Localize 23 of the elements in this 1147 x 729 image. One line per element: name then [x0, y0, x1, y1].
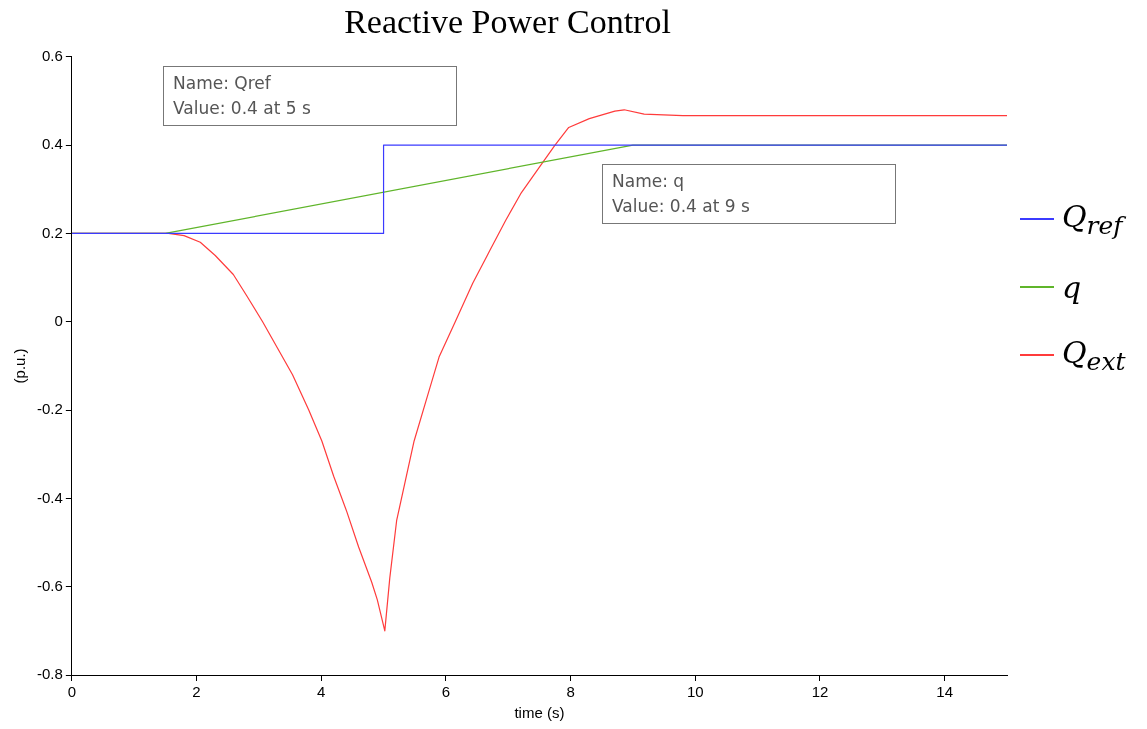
- legend-label: q: [1062, 269, 1082, 305]
- y-tick-label: -0.8: [36, 665, 63, 683]
- y-tick-label: 0.2: [41, 223, 63, 241]
- note-box: Name: q Value: 0.4 at 9 s: [602, 164, 896, 224]
- x-axis-title: time (s): [514, 704, 565, 722]
- x-tick-label: 2: [192, 683, 201, 701]
- chart-title: Reactive Power Control: [344, 3, 671, 41]
- y-tick-label: 0: [54, 311, 63, 329]
- x-tick-label: 8: [566, 683, 575, 701]
- y-tick-label: -0.2: [36, 400, 63, 418]
- x-tick-label: 10: [686, 683, 704, 701]
- x-tick-label: 12: [811, 683, 829, 701]
- y-tick-label: 0.4: [41, 135, 63, 153]
- y-tick-label: 0.6: [41, 46, 63, 64]
- x-tick-label: 4: [317, 683, 326, 701]
- note-box: Name: Qref Value: 0.4 at 5 s: [163, 66, 457, 126]
- y-tick-label: -0.4: [36, 488, 63, 506]
- legend-label: Q$_{ext}$: [1062, 334, 1126, 376]
- x-tick-label: 14: [936, 683, 953, 701]
- y-axis-title: (p.u.): [11, 348, 29, 384]
- y-tick-label: -0.6: [36, 576, 63, 594]
- x-tick-label: 0: [67, 683, 77, 701]
- x-tick-label: 6: [441, 683, 451, 701]
